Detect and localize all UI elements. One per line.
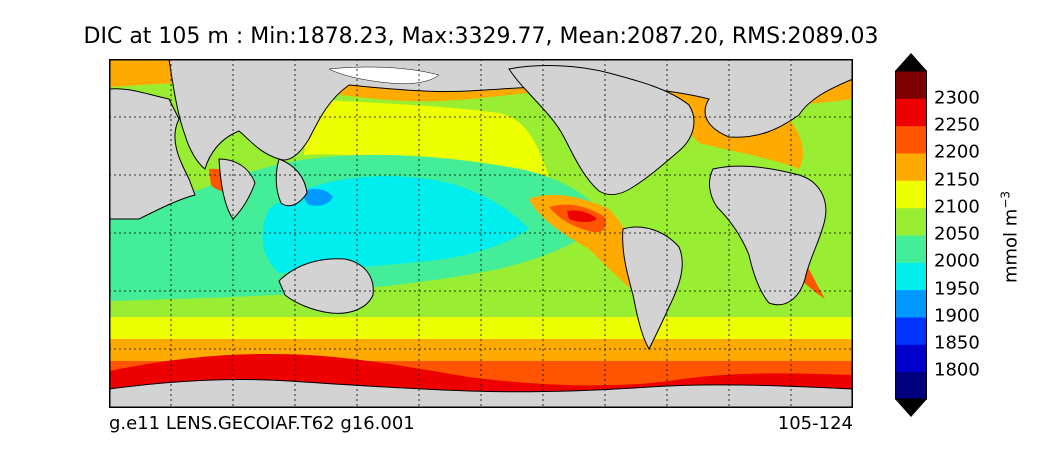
ocean-map <box>109 59 853 408</box>
east-pacific-2300 <box>567 210 597 222</box>
colorbar-tick: 2150 <box>934 169 980 191</box>
colorbar-min-arrow <box>895 399 927 417</box>
colorbar-tick: 2000 <box>934 250 980 272</box>
gridlines <box>109 59 853 408</box>
map-border <box>109 59 853 408</box>
colorbar-tick: 2100 <box>934 196 980 218</box>
colorbar-level <box>895 289 927 318</box>
colorbar-level <box>895 180 927 209</box>
colorbar-tick: 2300 <box>934 87 980 109</box>
year-range-label: 105-124 <box>777 413 853 434</box>
colorbar-level <box>895 317 927 345</box>
colorbar-level <box>895 153 927 181</box>
colorbar-tick: 1900 <box>934 305 980 327</box>
colorbar-level <box>895 207 927 236</box>
colorbar-level <box>895 71 927 99</box>
colorbar-border <box>895 70 927 400</box>
colorbar-level <box>895 125 927 154</box>
colorbar-level <box>895 235 927 263</box>
north-pacific-2150 <box>304 99 549 177</box>
colorbar-tick: 2050 <box>934 223 980 245</box>
unit-exponent: −3 <box>998 190 1013 209</box>
case-name-label: g.e11 LENS.GECOIAF.T62 g16.001 <box>109 413 415 434</box>
colorbar-tick: 2200 <box>934 141 980 163</box>
unit-base: mmol m <box>1000 208 1022 284</box>
pacific-1950 <box>303 189 333 206</box>
colorbar-tick: 1950 <box>934 278 980 300</box>
colorbar-level <box>895 98 927 127</box>
colorbar-level <box>895 371 927 400</box>
colorbar-max-arrow <box>895 53 927 71</box>
land <box>109 59 853 408</box>
plot-title: DIC at 105 m : Min:1878.23, Max:3329.77,… <box>83 24 879 49</box>
colorbar-level <box>895 344 927 373</box>
colorbar-tick: 1850 <box>934 332 980 354</box>
colorbar-unit-label: mmol m−3 <box>999 191 1022 283</box>
colorbar-level <box>895 262 927 291</box>
colorbar <box>895 53 927 417</box>
arctic-ice <box>328 66 440 84</box>
colorbar-levels <box>895 71 927 400</box>
colorbar-tick: 2250 <box>934 114 980 136</box>
east-pacific-2200 <box>529 194 645 299</box>
colorbar-tick: 1800 <box>934 359 980 381</box>
